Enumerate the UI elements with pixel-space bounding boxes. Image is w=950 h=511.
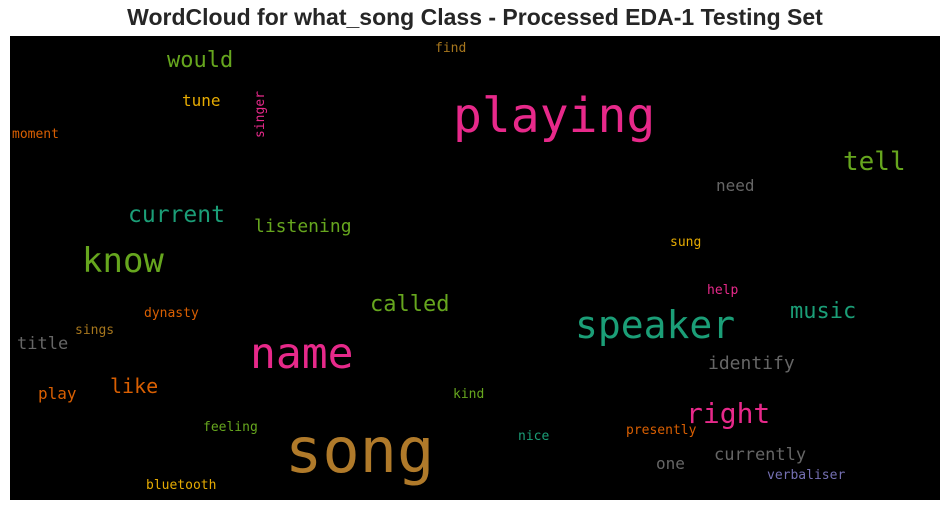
word-tune: tune	[182, 91, 221, 110]
word-dynasty: dynasty	[144, 306, 199, 321]
word-identify: identify	[708, 353, 795, 374]
word-name: name	[250, 329, 354, 379]
word-music: music	[790, 299, 857, 324]
word-one: one	[656, 454, 685, 473]
word-listening: listening	[254, 216, 352, 237]
word-right: right	[686, 397, 771, 430]
word-tell: tell	[843, 147, 906, 177]
word-moment: moment	[12, 127, 59, 142]
word-kind: kind	[453, 387, 485, 402]
word-like: like	[110, 374, 159, 398]
word-feeling: feeling	[203, 420, 258, 435]
word-called: called	[370, 292, 450, 317]
word-singer: singer	[253, 91, 268, 138]
word-playing: playing	[453, 88, 656, 144]
chart-title: WordCloud for what_song Class - Processe…	[127, 4, 823, 30]
word-speaker: speaker	[575, 303, 736, 347]
word-find: find	[435, 41, 467, 56]
word-play: play	[38, 384, 77, 403]
word-title: title	[17, 334, 69, 354]
word-currently: currently	[714, 445, 807, 465]
word-nice: nice	[518, 429, 550, 444]
word-know: know	[82, 241, 164, 281]
word-sings: sings	[75, 323, 115, 338]
word-presently: presently	[626, 423, 697, 438]
word-verbaliser: verbaliser	[767, 468, 846, 483]
word-current: current	[128, 202, 225, 228]
word-would: would	[167, 48, 234, 73]
wordcloud-canvas: song playing name speaker know right tell curre…	[10, 36, 940, 500]
word-need: need	[716, 176, 755, 195]
word-song: song	[285, 414, 435, 487]
word-bluetooth: bluetooth	[146, 478, 217, 493]
word-sung: sung	[670, 235, 702, 250]
word-help: help	[707, 283, 739, 298]
